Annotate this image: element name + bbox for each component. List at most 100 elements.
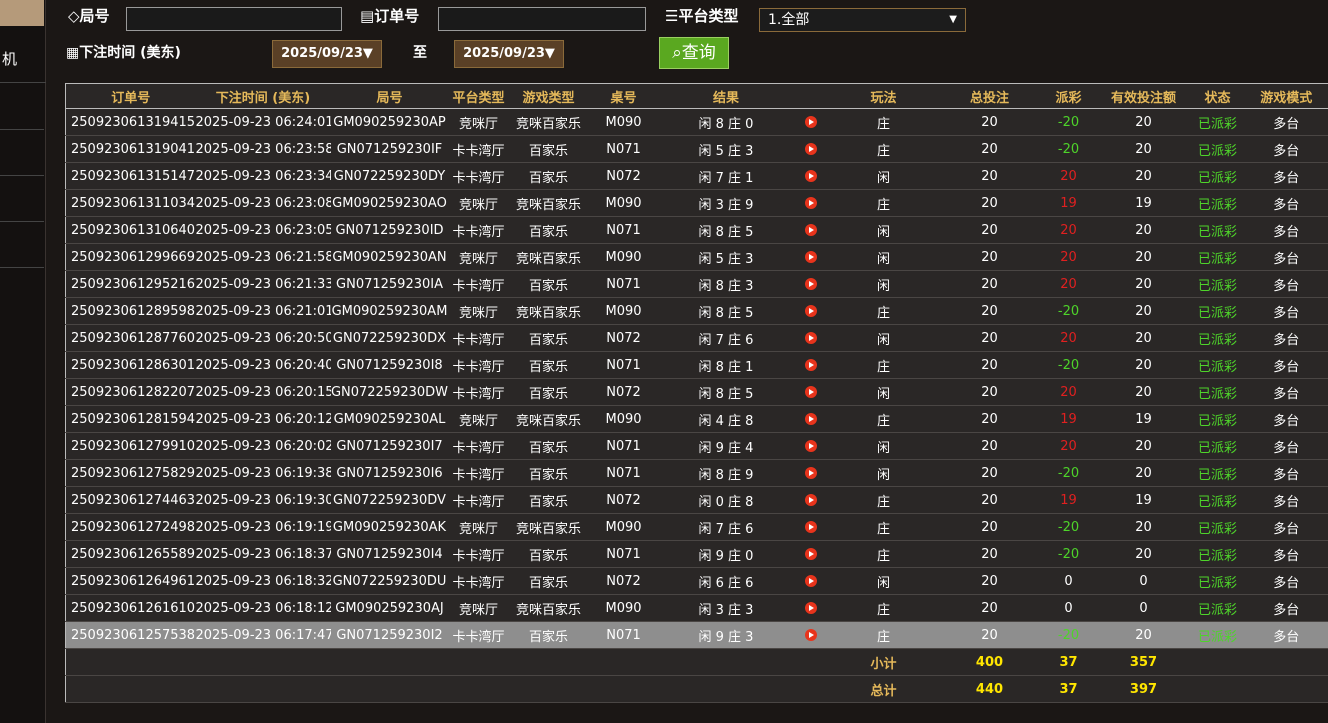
- table-row: 250923061310640 2025-09-23 06:23:05 GN0712…: [65, 216, 1328, 244]
- table-cell: N072: [588, 567, 659, 595]
- play-triangle: [809, 551, 814, 557]
- sidebar-item[interactable]: [0, 175, 44, 222]
- round-label-text: 局号: [79, 7, 110, 25]
- date-from[interactable]: 2025/09/23▼: [272, 40, 382, 68]
- video-icon[interactable]: [805, 467, 817, 479]
- video-icon[interactable]: [805, 305, 817, 317]
- video-icon[interactable]: [805, 143, 817, 155]
- table-cell: 20: [938, 459, 1041, 487]
- table-cell: GN071259230I8: [330, 351, 449, 379]
- table-cell: 闲 8 庄 3: [658, 270, 794, 298]
- table-cell: 250923061315147: [65, 162, 196, 190]
- table-cell: 竞咪百家乐: [508, 243, 589, 271]
- video-icon[interactable]: [805, 332, 817, 344]
- table-cell: 已派彩: [1190, 270, 1245, 298]
- column-header: 玩法: [828, 83, 939, 109]
- table-cell: -20: [1040, 621, 1097, 649]
- table-cell: 闲 6 庄 6: [658, 567, 794, 595]
- empty-cell: [508, 648, 589, 676]
- table-cell: 多台: [1244, 540, 1328, 568]
- table-cell: 250923061275829: [65, 459, 196, 487]
- video-icon[interactable]: [805, 386, 817, 398]
- empty-cell: [793, 648, 829, 676]
- video-icon[interactable]: [805, 413, 817, 425]
- video-icon[interactable]: [805, 224, 817, 236]
- play-triangle: [809, 524, 814, 530]
- table-cell: 竞咪百家乐: [508, 108, 589, 136]
- table-cell: 多台: [1244, 162, 1328, 190]
- video-icon[interactable]: [805, 197, 817, 209]
- table-cell: 闲 8 庄 1: [658, 351, 794, 379]
- round-input[interactable]: [126, 7, 342, 31]
- table-cell: 多台: [1244, 486, 1328, 514]
- table-cell: 竞咪厅: [448, 594, 509, 622]
- table-cell: 闲: [828, 459, 939, 487]
- table-cell: 0: [1040, 594, 1097, 622]
- platform-select[interactable]: 1.全部 ▼: [759, 8, 966, 32]
- table-cell: 闲 0 庄 8: [658, 486, 794, 514]
- table-cell: 20: [1096, 324, 1191, 352]
- platform-label: ☰平台类型: [665, 7, 739, 25]
- table-cell: GN071259230IF: [330, 135, 449, 163]
- table-cell: 闲 8 庄 5: [658, 297, 794, 325]
- table-cell: 闲: [828, 432, 939, 460]
- table-cell: N071: [588, 216, 659, 244]
- play-triangle: [809, 119, 814, 125]
- table-cell: GM090259230AP: [330, 108, 449, 136]
- sidebar-item[interactable]: [0, 83, 44, 130]
- table-cell: -20: [1040, 459, 1097, 487]
- sidebar-item[interactable]: [0, 221, 44, 268]
- table-cell: 20: [1096, 216, 1191, 244]
- sidebar-item[interactable]: [0, 129, 44, 176]
- video-icon[interactable]: [805, 548, 817, 560]
- table-cell: 已派彩: [1190, 135, 1245, 163]
- table-cell: 卡卡湾厅: [448, 378, 509, 406]
- table-cell: 竞咪厅: [448, 513, 509, 541]
- table-cell: 闲 7 庄 6: [658, 513, 794, 541]
- table-cell: 250923061272498: [65, 513, 196, 541]
- date-to[interactable]: 2025/09/23▼: [454, 40, 564, 68]
- video-icon[interactable]: [805, 575, 817, 587]
- video-cell: [793, 540, 829, 568]
- table-cell: 20: [938, 297, 1041, 325]
- video-icon[interactable]: [805, 170, 817, 182]
- table-cell: 20: [1096, 378, 1191, 406]
- video-icon[interactable]: [805, 278, 817, 290]
- table-cell: 250923061282207: [65, 378, 196, 406]
- video-cell: [793, 432, 829, 460]
- sidebar: 机: [0, 0, 46, 723]
- table-cell: -20: [1040, 135, 1097, 163]
- table-cell: N072: [588, 162, 659, 190]
- table-cell: 20: [938, 432, 1041, 460]
- video-icon[interactable]: [805, 116, 817, 128]
- video-icon[interactable]: [805, 602, 817, 614]
- table-cell: GN072259230DX: [330, 324, 449, 352]
- video-icon[interactable]: [805, 629, 817, 641]
- table-cell: 2025-09-23 06:21:33: [195, 270, 331, 298]
- table-cell: 百家乐: [508, 351, 589, 379]
- table-cell: 20: [1096, 351, 1191, 379]
- table-cell: 19: [1040, 189, 1097, 217]
- video-cell: [793, 135, 829, 163]
- table-cell: 0: [1096, 567, 1191, 595]
- order-input[interactable]: [438, 7, 646, 31]
- table-cell: 多台: [1244, 621, 1328, 649]
- video-icon[interactable]: [805, 359, 817, 371]
- video-cell: [793, 486, 829, 514]
- video-icon[interactable]: [805, 251, 817, 263]
- table-cell: 20: [1096, 513, 1191, 541]
- header-row: 订单号 下注时间 (美东) 局号 平台类型 游戏类型 桌号 结果 玩法 总投注 派彩 有效投注额 状态…: [65, 83, 1328, 109]
- video-icon[interactable]: [805, 440, 817, 452]
- play-triangle: [809, 389, 814, 395]
- table-row: 250923061264961 2025-09-23 06:18:32 GN0722…: [65, 567, 1328, 595]
- table-cell: 庄: [828, 513, 939, 541]
- video-icon[interactable]: [805, 494, 817, 506]
- table-cell: 2025-09-23 06:23:34: [195, 162, 331, 190]
- query-button[interactable]: ⌕查询: [659, 37, 729, 69]
- sidebar-item[interactable]: 机: [0, 36, 46, 83]
- table-row: 250923061319415 2025-09-23 06:24:01 GM0902…: [65, 108, 1328, 136]
- table-cell: 闲 4 庄 8: [658, 405, 794, 433]
- table-cell: 20: [938, 567, 1041, 595]
- video-cell: [793, 459, 829, 487]
- video-icon[interactable]: [805, 521, 817, 533]
